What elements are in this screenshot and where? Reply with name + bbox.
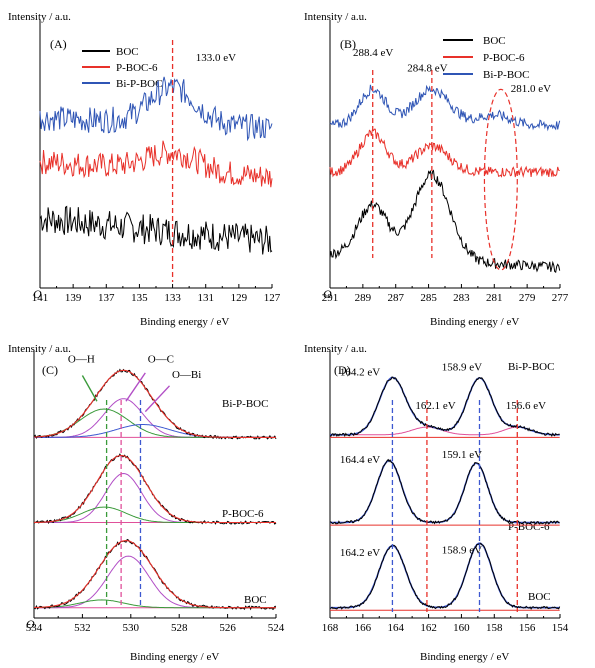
annotation-d: 164.4 eV <box>340 454 380 466</box>
series-boc-line-b <box>329 169 561 274</box>
panel-label-a: (A) <box>50 37 67 51</box>
x-tick-label-B: 279 <box>519 292 536 304</box>
x-tick-label-D: 166 <box>355 622 372 634</box>
legend-a-boc: BOC <box>116 46 139 58</box>
xlabel-a: Binding energy / eV <box>140 316 229 328</box>
component-green-c <box>33 408 276 438</box>
series-bi-p-boc-line-b <box>329 84 561 132</box>
stack-label-d-bipboc: Bi-P-BOC <box>508 361 554 373</box>
legend-a-bipboc: Bi-P-BOC <box>116 78 162 90</box>
panel-label-b: (B) <box>340 37 356 51</box>
xlabel-b: Binding energy / eV <box>430 316 519 328</box>
x-tick-label-A: 131 <box>197 292 214 304</box>
x-tick-label-C: 526 <box>219 622 236 634</box>
annotation-d: 158.9 eV <box>442 361 482 373</box>
ylabel-c: Intensity / a.u. <box>8 343 71 355</box>
panel-label-d: (D) <box>334 363 351 377</box>
x-tick-label-A: 141 <box>32 292 49 304</box>
x-tick-label-D: 156 <box>519 622 536 634</box>
x-tick-label-A: 127 <box>264 292 281 304</box>
annotation-b: 288.4 eV <box>353 47 393 59</box>
ylabel-b: Intensity / a.u. <box>304 11 367 23</box>
x-tick-label-A: 133 <box>164 292 181 304</box>
x-tick-label-C: 534 <box>26 622 43 634</box>
annotation-d: 159.1 eV <box>442 449 482 461</box>
x-tick-label-C: 528 <box>171 622 188 634</box>
x-tick-label-D: 168 <box>322 622 339 634</box>
panel-label-c: (C) <box>42 363 58 377</box>
ylabel-a: Intensity / a.u. <box>8 11 71 23</box>
x-tick-label-B: 289 <box>355 292 372 304</box>
x-tick-label-B: 277 <box>552 292 569 304</box>
x-tick-label-D: 158 <box>486 622 503 634</box>
x-tick-label-C: 532 <box>74 622 91 634</box>
x-tick-label-B: 281 <box>486 292 503 304</box>
annotation-a: 133.0 eV <box>196 52 236 64</box>
annotation-d: 164.2 eV <box>340 547 380 559</box>
stack-label-c-pboc: P-BOC-6 <box>222 508 264 520</box>
xlabel-c: Binding energy / eV <box>130 651 219 663</box>
x-tick-label-D: 154 <box>552 622 569 634</box>
arrow-c <box>81 375 98 402</box>
stack-label-d-boc: BOC <box>528 591 551 603</box>
x-tick-label-D: 164 <box>387 622 404 634</box>
annotation-c: O—Bi <box>172 369 201 381</box>
annotation-c: O—C <box>148 354 174 366</box>
panel-c: Intensity / a.u. (C) O Bi-P-BOC P-BOC-6 … <box>8 343 285 663</box>
panel-b: Intensity / a.u. (B) O BOC P-BOC-6 Bi-P-… <box>304 11 569 328</box>
series-bi-p-boc-line-a <box>39 76 273 142</box>
annotation-c: O—H <box>68 354 95 366</box>
x-tick-label-A: 137 <box>98 292 115 304</box>
legend-a-pboc: P-BOC-6 <box>116 62 158 74</box>
x-tick-label-B: 285 <box>420 292 437 304</box>
raw-line-c <box>33 538 277 611</box>
origin-b: O <box>323 287 332 301</box>
origin-a: O <box>33 287 42 301</box>
fit-line-c <box>34 540 276 609</box>
panel-a: Intensity / a.u. (A) O BOC P-BOC-6 Bi-P-… <box>8 11 281 328</box>
x-tick-label-C: 530 <box>123 622 140 634</box>
origin-c: O <box>26 617 35 631</box>
xlabel-d: Binding energy / eV <box>420 651 509 663</box>
fit-line-d <box>330 459 560 524</box>
annotation-d: 158.9 eV <box>442 545 482 557</box>
raw-line-d <box>329 376 560 438</box>
series-boc-line-a <box>39 205 273 255</box>
stack-label-c-boc: BOC <box>244 594 267 606</box>
annotation-b: 281.0 eV <box>511 83 551 95</box>
annotation-d: 156.6 eV <box>506 400 546 412</box>
legend-b-boc: BOC <box>483 35 506 47</box>
x-tick-label-D: 162 <box>420 622 437 634</box>
x-tick-label-A: 135 <box>131 292 148 304</box>
legend-b-bipboc: Bi-P-BOC <box>483 69 529 81</box>
x-tick-label-B: 287 <box>387 292 404 304</box>
panel-d: Intensity / a.u. (D) Bi-P-BOC P-BOC-6 BO… <box>304 343 569 663</box>
annotation-d: 162.1 eV <box>415 400 455 412</box>
x-tick-label-C: 524 <box>268 622 285 634</box>
series-p-boc-6-line-a <box>39 140 273 188</box>
series-p-boc-6-line-b <box>329 128 560 178</box>
legend-a: BOC P-BOC-6 Bi-P-BOC <box>82 46 162 90</box>
ylabel-d: Intensity / a.u. <box>304 343 367 355</box>
highlight-ellipse-b <box>483 88 518 271</box>
raw-line-d <box>329 542 561 610</box>
raw-line-d <box>329 458 560 525</box>
x-tick-label-A: 129 <box>231 292 248 304</box>
x-tick-label-D: 160 <box>453 622 470 634</box>
fit-line-c <box>34 454 276 524</box>
legend-b: BOC P-BOC-6 Bi-P-BOC <box>443 35 529 81</box>
arrow-c <box>144 385 171 413</box>
x-tick-label-B: 283 <box>453 292 470 304</box>
annotation-d: 164.2 eV <box>340 366 380 378</box>
annotation-b: 284.8 eV <box>407 62 447 74</box>
stack-label-c-bipboc: Bi-P-BOC <box>222 398 268 410</box>
arrow-c <box>125 372 146 402</box>
x-tick-label-B: 291 <box>322 292 339 304</box>
legend-b-pboc: P-BOC-6 <box>483 52 525 64</box>
x-tick-label-A: 139 <box>65 292 82 304</box>
